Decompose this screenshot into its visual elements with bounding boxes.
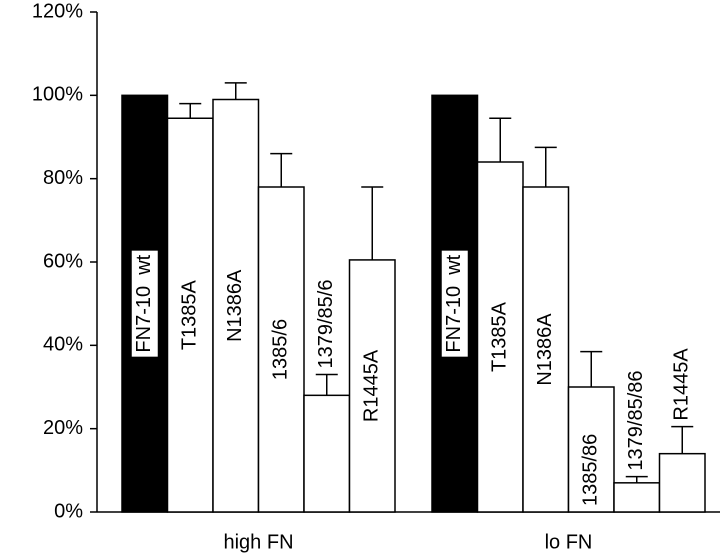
y-tick-label: 80% [43,167,83,189]
y-tick-label: 100% [32,84,83,106]
bar [348,259,396,513]
bar-label: 1379/85/6 [315,280,337,369]
bar [212,98,260,513]
label-box [441,250,468,357]
bar-label: R1445A [671,348,693,421]
bar-label: 1379/85/86 [625,370,647,470]
bar [567,386,615,513]
bar-label: 1385/6 [270,319,292,380]
bar-label: N1386A [534,313,556,386]
y-tick-label: 60% [43,250,83,272]
bar-label: FN7-10 wt [443,254,465,352]
bar-label: 1385/86 [580,434,602,506]
y-tick-label: 20% [43,417,83,439]
bar [522,186,570,513]
bar [257,186,305,513]
bar [476,161,524,513]
bar [303,394,351,513]
group-label: high FN [223,531,293,553]
bar [613,482,661,513]
y-tick-label: 120% [32,0,83,22]
label-box [131,250,158,357]
bar-label: FN7-10 wt [133,254,155,352]
bar-label: T1385A [489,301,511,372]
bar-label: T1385A [179,279,201,350]
bar [658,452,706,513]
y-tick-label: 0% [54,500,83,522]
bar-label: R1445A [361,349,383,422]
bar-label: N1386A [224,269,246,342]
y-tick-label: 40% [43,334,83,356]
group-label: lo FN [545,531,593,553]
